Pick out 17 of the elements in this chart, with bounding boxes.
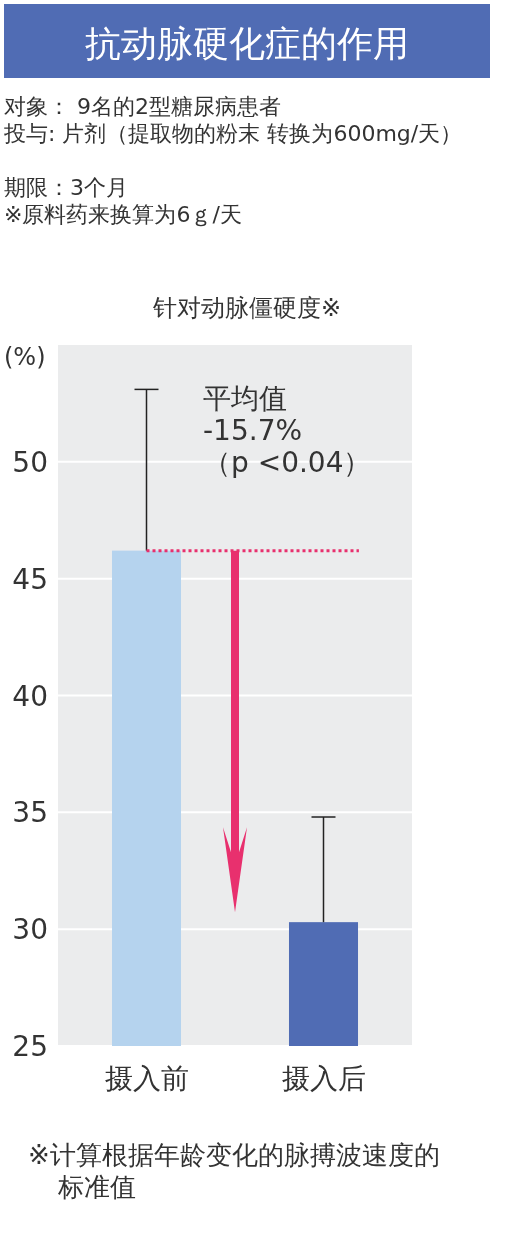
y-axis-title: (%)	[4, 343, 46, 371]
y-tick-label: 30	[12, 913, 48, 947]
annotation: 平均值 -15.7% （p <0.04）	[203, 382, 372, 479]
text: ※计算根据年龄变化的脉搏波速度的标准值	[28, 1140, 440, 1202]
y-tick-label: 35	[12, 796, 48, 830]
y-tick-label: 50	[12, 445, 48, 479]
y-tick-label: 45	[12, 562, 48, 596]
x-tick-label: 摄入前	[104, 1062, 189, 1095]
x-tick-label: 摄入后	[281, 1062, 366, 1095]
text: 期限：3个月	[4, 175, 128, 200]
text: 投与: 片剂（提取物的粉末 转换为600mg/天）	[3, 121, 463, 146]
y-tick-label: 25	[12, 1030, 48, 1063]
chart-title: 抗动脉硬化症的作用	[85, 23, 409, 64]
chart-subtitle: 对象： 9名的2型糖尿病患者	[4, 94, 281, 119]
text: 针对动脉僵硬度※	[151, 294, 342, 322]
text: ※原料药来换算为6ｇ/天	[4, 202, 242, 227]
y-tick-label: 40	[12, 679, 48, 713]
